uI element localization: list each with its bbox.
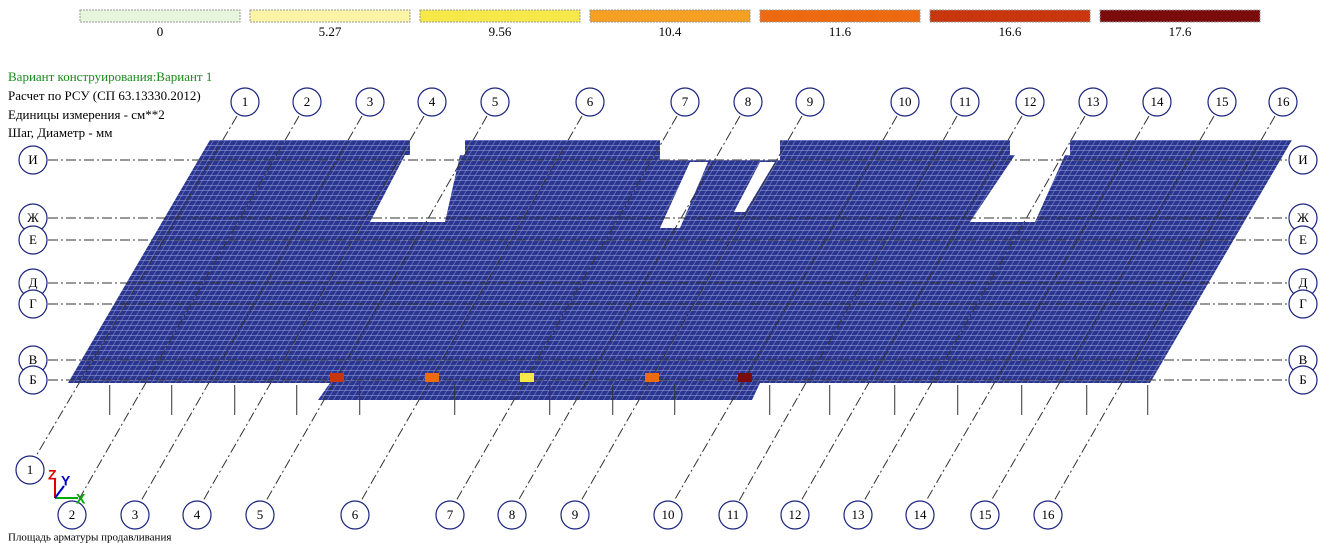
legend-swatch: [930, 10, 1090, 22]
top-axis-label: 12: [1024, 94, 1037, 109]
bottom-axis-label: 10: [662, 507, 675, 522]
mark: [645, 373, 659, 382]
y-label: Y: [61, 473, 71, 489]
top-axis-label: 6: [587, 94, 594, 109]
left-axis-label: Е: [29, 232, 37, 247]
right-axis-label: И: [1298, 152, 1307, 167]
mark: [738, 373, 752, 382]
x-label: X: [76, 491, 86, 507]
bottom-axis-label: 5: [257, 507, 264, 522]
axis-icon: Z Y X: [48, 467, 86, 507]
info-line: Единицы измерения - см**2: [8, 107, 165, 122]
bottom-axis-label: 2: [69, 507, 76, 522]
bottom-axis-label: 9: [572, 507, 579, 522]
opening: [410, 140, 465, 155]
legend-label: 16.6: [999, 24, 1022, 39]
right-axis-label: Д: [1299, 275, 1308, 290]
legend-label: 11.6: [829, 24, 852, 39]
legend-label: 5.27: [319, 24, 342, 39]
left-axis-label: Ж: [27, 210, 39, 225]
left-axis-label: Д: [29, 275, 38, 290]
legend-swatch: [1100, 10, 1260, 22]
top-axis-label: 15: [1216, 94, 1229, 109]
top-axis-label: 8: [745, 94, 752, 109]
top-axis-label: 4: [429, 94, 436, 109]
mark: [425, 373, 439, 382]
bottom-axis-label: 14: [914, 507, 928, 522]
top-axis-label: 13: [1087, 94, 1100, 109]
right-axis-label: Б: [1299, 372, 1306, 387]
opening: [1010, 140, 1070, 155]
bottom-axis-label: 16: [1042, 507, 1056, 522]
top-axis-label: 2: [304, 94, 311, 109]
left-axis-label: Г: [29, 296, 37, 311]
top-axis-label: 10: [899, 94, 912, 109]
left-axis-label: В: [29, 352, 38, 367]
bottom-axis-label: 15: [979, 507, 992, 522]
legend-label: 0: [157, 24, 164, 39]
screen: 1234567891011121314151612345678910111213…: [0, 0, 1330, 546]
legend-swatch: [590, 10, 750, 22]
info-line: Шаг, Диаметр - мм: [8, 125, 112, 140]
left-axis-label: И: [28, 152, 37, 167]
left-axis-label: Б: [29, 372, 36, 387]
bottom-axis-label: 8: [509, 507, 516, 522]
legend-label: 9.56: [489, 24, 512, 39]
bottom-axis-label: 3: [132, 507, 139, 522]
bottom-axis-label: 1: [27, 462, 34, 477]
slab-extension: [318, 383, 760, 400]
legend-swatch: [80, 10, 240, 22]
legend-swatch: [420, 10, 580, 22]
mark: [520, 373, 534, 382]
bottom-axis-label: 7: [447, 507, 454, 522]
right-axis-label: Г: [1299, 296, 1307, 311]
bottom-axis-label: 13: [852, 507, 865, 522]
info-line: Вариант конструирования:Вариант 1: [8, 69, 212, 84]
top-axis-label: 7: [682, 94, 689, 109]
mark: [330, 373, 344, 382]
slab: [68, 140, 1292, 400]
right-axis-label: В: [1299, 352, 1308, 367]
legend-swatch: [250, 10, 410, 22]
bottom-axis-label: 12: [789, 507, 802, 522]
bottom-axis-label: 11: [727, 507, 740, 522]
info-line: Расчет по РСУ (СП 63.13330.2012): [8, 88, 201, 103]
legend: 0 5.27 9.56 10.4 11.6 16.6 17.6: [80, 10, 1260, 39]
top-axis-label: 1: [242, 94, 249, 109]
legend-label: 17.6: [1169, 24, 1192, 39]
right-axis-label: Ж: [1297, 210, 1309, 225]
legend-label: 10.4: [659, 24, 682, 39]
top-axis-label: 5: [492, 94, 499, 109]
bottom-axis-label: 4: [194, 507, 201, 522]
legend-swatch: [760, 10, 920, 22]
z-label: Z: [48, 467, 57, 483]
top-axis-label: 14: [1151, 94, 1165, 109]
right-axis-label: Е: [1299, 232, 1307, 247]
top-axis-label: 3: [367, 94, 374, 109]
bottom-axis-label: 6: [352, 507, 359, 522]
top-axis-label: 16: [1277, 94, 1291, 109]
top-axis-label: 11: [959, 94, 972, 109]
slab-main: [68, 140, 1292, 383]
top-axis-label: 9: [807, 94, 814, 109]
caption: Площадь арматуры продавливания: [8, 532, 171, 544]
